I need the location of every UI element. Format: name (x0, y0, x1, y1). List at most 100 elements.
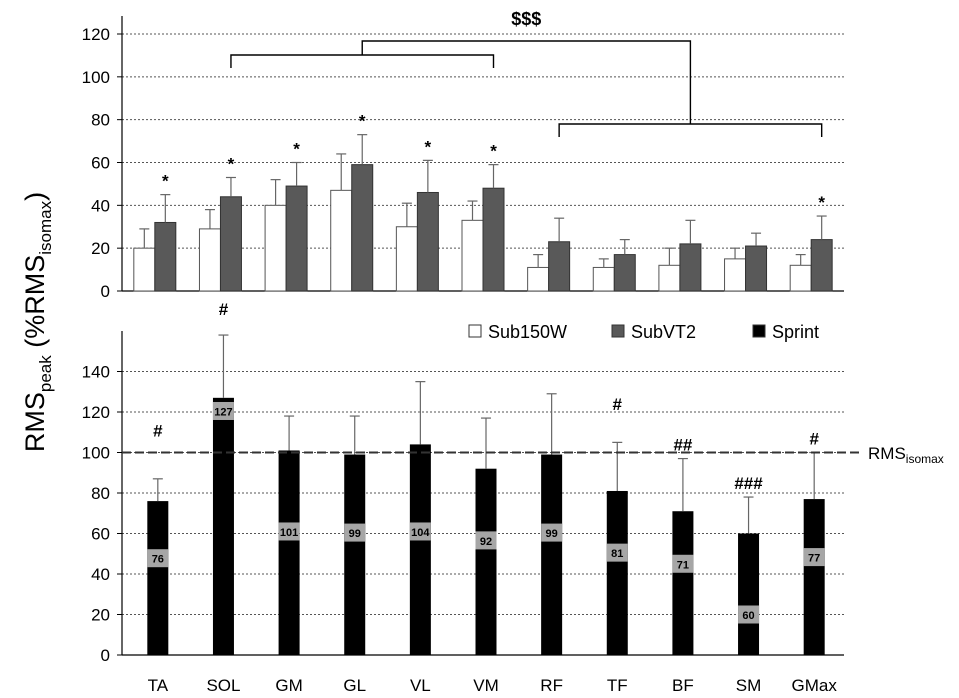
y-axis-label-sub: isomax (36, 200, 55, 254)
y-tick-label: 20 (91, 239, 110, 258)
bar-subvt2 (219, 196, 242, 292)
significance-brackets: $$$ (230, 9, 823, 137)
bracket-label: $$$ (511, 9, 541, 29)
significance-star: * (425, 137, 432, 156)
bar-sub150w (395, 226, 418, 292)
bar-sub150w (724, 258, 747, 292)
y-axis-label: RMSpeak (%RMSisomax) (20, 192, 55, 452)
value-label: 71 (677, 559, 689, 571)
x-tick-label: GL (343, 676, 366, 695)
significance-hash: # (153, 421, 163, 440)
bar-sprint (212, 397, 234, 655)
y-axis-label-main: (%RMS (20, 255, 50, 356)
legend-label: Sprint (772, 322, 819, 342)
significance-hash: # (219, 300, 229, 319)
y-tick-label: 140 (82, 363, 110, 382)
bar-sprint (541, 454, 563, 655)
value-label: 99 (546, 528, 558, 540)
bar-sprint (606, 490, 628, 655)
bar-subvt2 (351, 164, 374, 292)
bar-sprint (278, 450, 300, 655)
x-tick-label: TA (148, 676, 169, 695)
value-label-box (278, 522, 300, 541)
significance-star: * (490, 142, 497, 161)
y-tick-label: 20 (91, 606, 110, 625)
bar-sub150w (527, 266, 550, 292)
significance-hash: # (809, 430, 819, 449)
bar-sub150w (658, 264, 681, 292)
bar-subvt2 (679, 243, 702, 292)
bar-sub150w (789, 264, 812, 292)
y-tick-label: 80 (91, 484, 110, 503)
significance-hash: ## (673, 436, 692, 455)
legend-swatch (468, 324, 482, 338)
value-label: 81 (611, 548, 623, 560)
reference-line-label-main: RMS (868, 444, 906, 463)
bar-sub150w (461, 219, 484, 292)
reference-line-label-sub: isomax (906, 452, 944, 466)
x-tick-label: VL (410, 676, 431, 695)
y-tick-label: 60 (91, 154, 110, 173)
x-tick-label: GM (275, 676, 302, 695)
y-tick-label: 60 (91, 525, 110, 544)
value-label-box (672, 554, 694, 573)
bar-sub150w (592, 266, 615, 292)
bar-subvt2 (416, 191, 439, 292)
bar-subvt2 (613, 254, 636, 292)
significance-hash: ### (734, 474, 763, 493)
legend-label: SubVT2 (631, 322, 696, 342)
value-label-box (541, 523, 563, 542)
bar-subvt2 (285, 185, 308, 292)
value-label: 99 (349, 528, 361, 540)
bar-subvt2 (810, 239, 833, 292)
x-tick-label: SM (736, 676, 762, 695)
bar-sprint (672, 511, 694, 655)
significance-star: * (162, 172, 169, 191)
value-label: 101 (280, 527, 298, 539)
significance-star: * (359, 112, 366, 131)
value-label-box (803, 548, 825, 567)
significance-star: * (818, 193, 825, 212)
legend-label: Sub150W (488, 322, 567, 342)
x-tick-label: VM (473, 676, 499, 695)
bar-subvt2 (548, 241, 571, 292)
y-axis-label-main: ) (20, 192, 50, 201)
legend-swatch (752, 324, 766, 338)
value-label: 104 (411, 527, 430, 539)
bar-sprint (344, 454, 366, 655)
y-tick-label: 80 (91, 111, 110, 130)
bottom-chart-panel: 0 20 40 60 80 100 120 140 76 127 101 99 104 92 99 81 71 6… (82, 300, 863, 695)
significance-star: * (293, 140, 300, 159)
y-tick-label: 120 (82, 403, 110, 422)
significance-hash: # (613, 395, 623, 414)
bar-sprint (475, 468, 497, 655)
legend-swatch (611, 324, 625, 338)
y-tick-label: 100 (82, 444, 110, 463)
bar-sub150w (198, 228, 221, 292)
legend: Sub150W SubVT2 Sprint (468, 322, 819, 342)
value-label: 77 (808, 553, 820, 565)
value-label-box (738, 605, 760, 624)
y-tick-label: 120 (82, 25, 110, 44)
value-label: 76 (152, 554, 164, 566)
value-label: 127 (214, 406, 232, 418)
bar-subvt2 (482, 187, 505, 292)
y-tick-label: 100 (82, 68, 110, 87)
x-tick-label: TF (607, 676, 628, 695)
value-label: 92 (480, 536, 492, 548)
x-tick-label: SOL (206, 676, 240, 695)
y-tick-label: 0 (101, 646, 110, 665)
value-label-box (212, 401, 234, 420)
bracket-right (558, 123, 823, 137)
bar-sub150w (330, 189, 353, 292)
bar-sprint (803, 499, 825, 655)
top-chart-panel: 0 20 40 60 80 100 120 * * * * * * * $$$ (82, 9, 844, 301)
bar-subvt2 (154, 221, 177, 292)
value-label-box (344, 523, 366, 542)
y-axis-label-main: RMS (20, 392, 50, 452)
value-label: 60 (742, 610, 754, 622)
reference-line-label: RMSisomax (868, 444, 944, 466)
bar-subvt2 (745, 245, 768, 292)
x-tick-label: BF (672, 676, 694, 695)
